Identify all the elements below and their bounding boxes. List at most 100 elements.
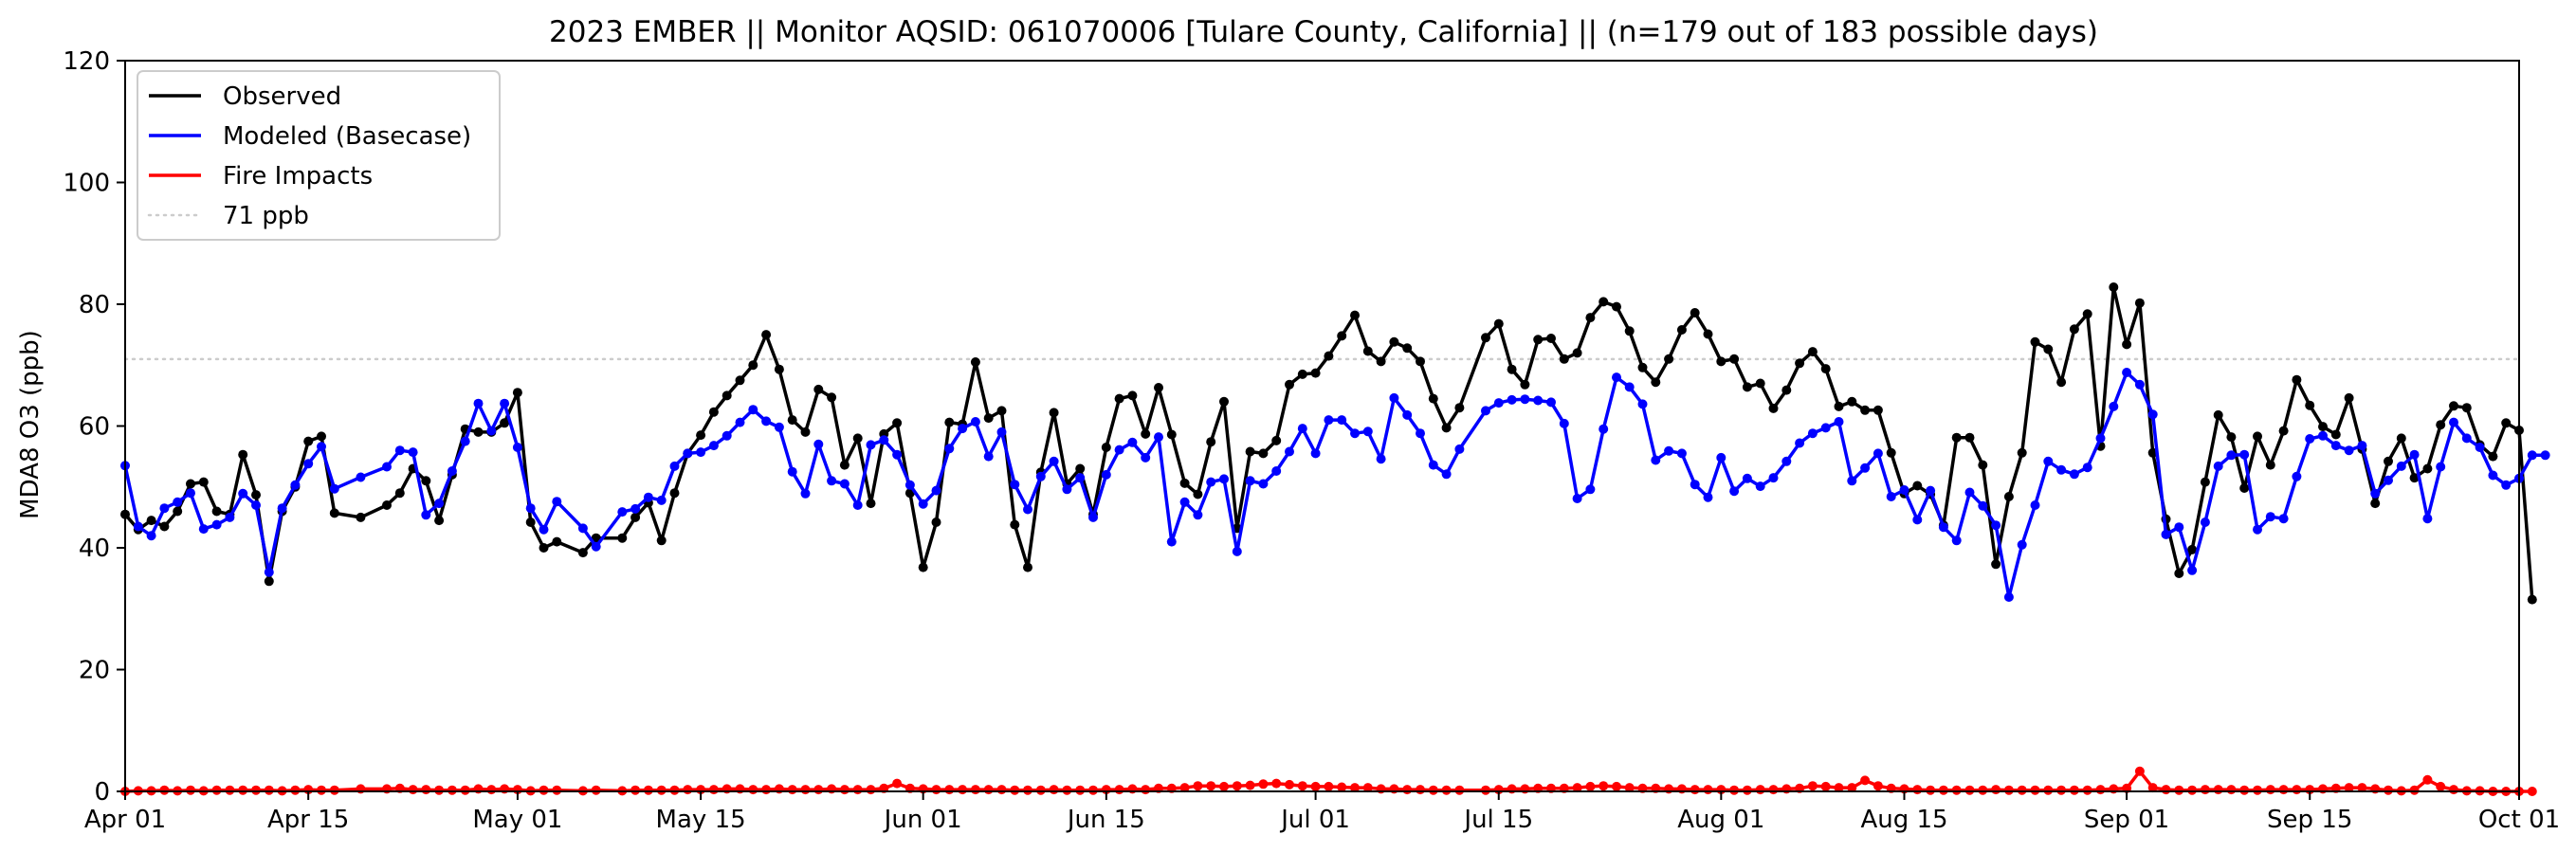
data-point <box>539 543 549 553</box>
data-point <box>1075 473 1086 483</box>
legend-label: Modeled (Basecase) <box>223 122 471 151</box>
data-point <box>1964 432 1975 443</box>
data-point <box>2449 417 2458 427</box>
data-point <box>1664 354 1674 364</box>
data-point <box>735 375 745 386</box>
data-point <box>1520 394 1530 405</box>
data-point <box>329 508 339 518</box>
data-point <box>2461 403 2472 413</box>
data-point <box>1193 781 1203 791</box>
data-point <box>211 519 222 530</box>
data-point <box>159 785 170 795</box>
data-point <box>2187 785 2198 795</box>
data-point <box>1441 785 1452 795</box>
data-point <box>1912 785 1923 795</box>
data-point <box>2200 477 2210 487</box>
legend: Observed Modeled (Basecase) Fire Impacts 71… <box>137 70 501 241</box>
data-point <box>787 415 797 426</box>
data-point <box>1768 403 1779 413</box>
data-point <box>186 479 195 489</box>
data-point <box>2213 461 2223 471</box>
data-point <box>2187 544 2198 554</box>
data-point <box>1847 476 1857 486</box>
data-point <box>1219 474 1229 484</box>
data-point <box>1454 403 1465 413</box>
data-point <box>2030 336 2040 347</box>
data-point <box>722 430 732 441</box>
data-point <box>2226 450 2237 461</box>
data-point <box>2030 500 2040 510</box>
data-point <box>1154 432 1163 443</box>
data-point <box>1637 362 1648 372</box>
data-point <box>1742 382 1752 392</box>
data-point <box>2134 379 2145 390</box>
data-point <box>931 485 941 496</box>
data-point <box>2043 785 2054 795</box>
data-point <box>460 785 470 795</box>
data-point <box>290 480 301 490</box>
data-point <box>2396 433 2406 444</box>
data-point <box>617 533 628 543</box>
data-point <box>1559 418 1569 428</box>
data-point <box>251 490 261 500</box>
data-point <box>2082 463 2092 473</box>
data-point <box>2239 483 2250 493</box>
data-point <box>2488 451 2498 462</box>
x-tick-label: Aug 15 <box>1860 806 1947 834</box>
data-point <box>1873 781 1883 791</box>
data-point <box>866 785 876 795</box>
data-point <box>748 405 758 415</box>
data-point <box>2017 447 2027 458</box>
data-point <box>552 536 562 547</box>
data-point <box>1362 426 1373 437</box>
x-tick-label: Jul 15 <box>1462 806 1533 834</box>
data-point <box>1350 783 1360 793</box>
data-point <box>317 785 326 795</box>
series-layer <box>120 282 2550 796</box>
data-point <box>1912 515 1923 525</box>
data-point <box>211 506 222 517</box>
data-point <box>1324 351 1334 361</box>
legend-label: Fire Impacts <box>223 162 373 191</box>
data-point <box>1245 780 1255 790</box>
data-point <box>1402 409 1413 420</box>
legend-label: 71 ppb <box>223 202 309 230</box>
data-point <box>2409 449 2420 460</box>
data-point <box>1938 785 1948 795</box>
series-line <box>123 285 2534 600</box>
data-point <box>356 472 366 482</box>
data-point <box>918 562 928 572</box>
data-point <box>2422 514 2433 524</box>
data-point <box>2056 785 2067 795</box>
data-point <box>1991 559 2001 570</box>
data-point <box>1612 372 1621 383</box>
data-point <box>1599 781 1609 791</box>
x-tick-label: Jun 15 <box>1066 806 1145 834</box>
y-axis: 0 20 40 60 80 100 120 <box>63 47 125 807</box>
data-point <box>2461 433 2472 444</box>
data-point <box>1271 778 1282 789</box>
data-point <box>1873 405 1883 415</box>
data-point <box>1258 448 1269 459</box>
data-point <box>2147 409 2158 420</box>
data-point <box>2239 785 2250 795</box>
data-point <box>1010 785 1020 795</box>
data-point <box>774 422 784 432</box>
data-point <box>2082 785 2092 795</box>
data-point <box>2409 785 2420 795</box>
data-point <box>1507 394 1517 405</box>
data-point <box>696 430 706 441</box>
data-point <box>1546 334 1556 343</box>
data-point <box>944 417 955 427</box>
data-point <box>225 785 235 795</box>
data-point <box>643 492 653 502</box>
data-point <box>1978 785 1988 795</box>
data-point <box>2357 783 2367 793</box>
data-point <box>1023 562 1032 572</box>
data-point <box>1755 378 1765 389</box>
data-point <box>2122 339 2132 350</box>
data-point <box>1023 785 1032 795</box>
data-point <box>2344 445 2354 456</box>
y-tick-label: 100 <box>63 170 110 198</box>
data-point <box>329 785 339 795</box>
